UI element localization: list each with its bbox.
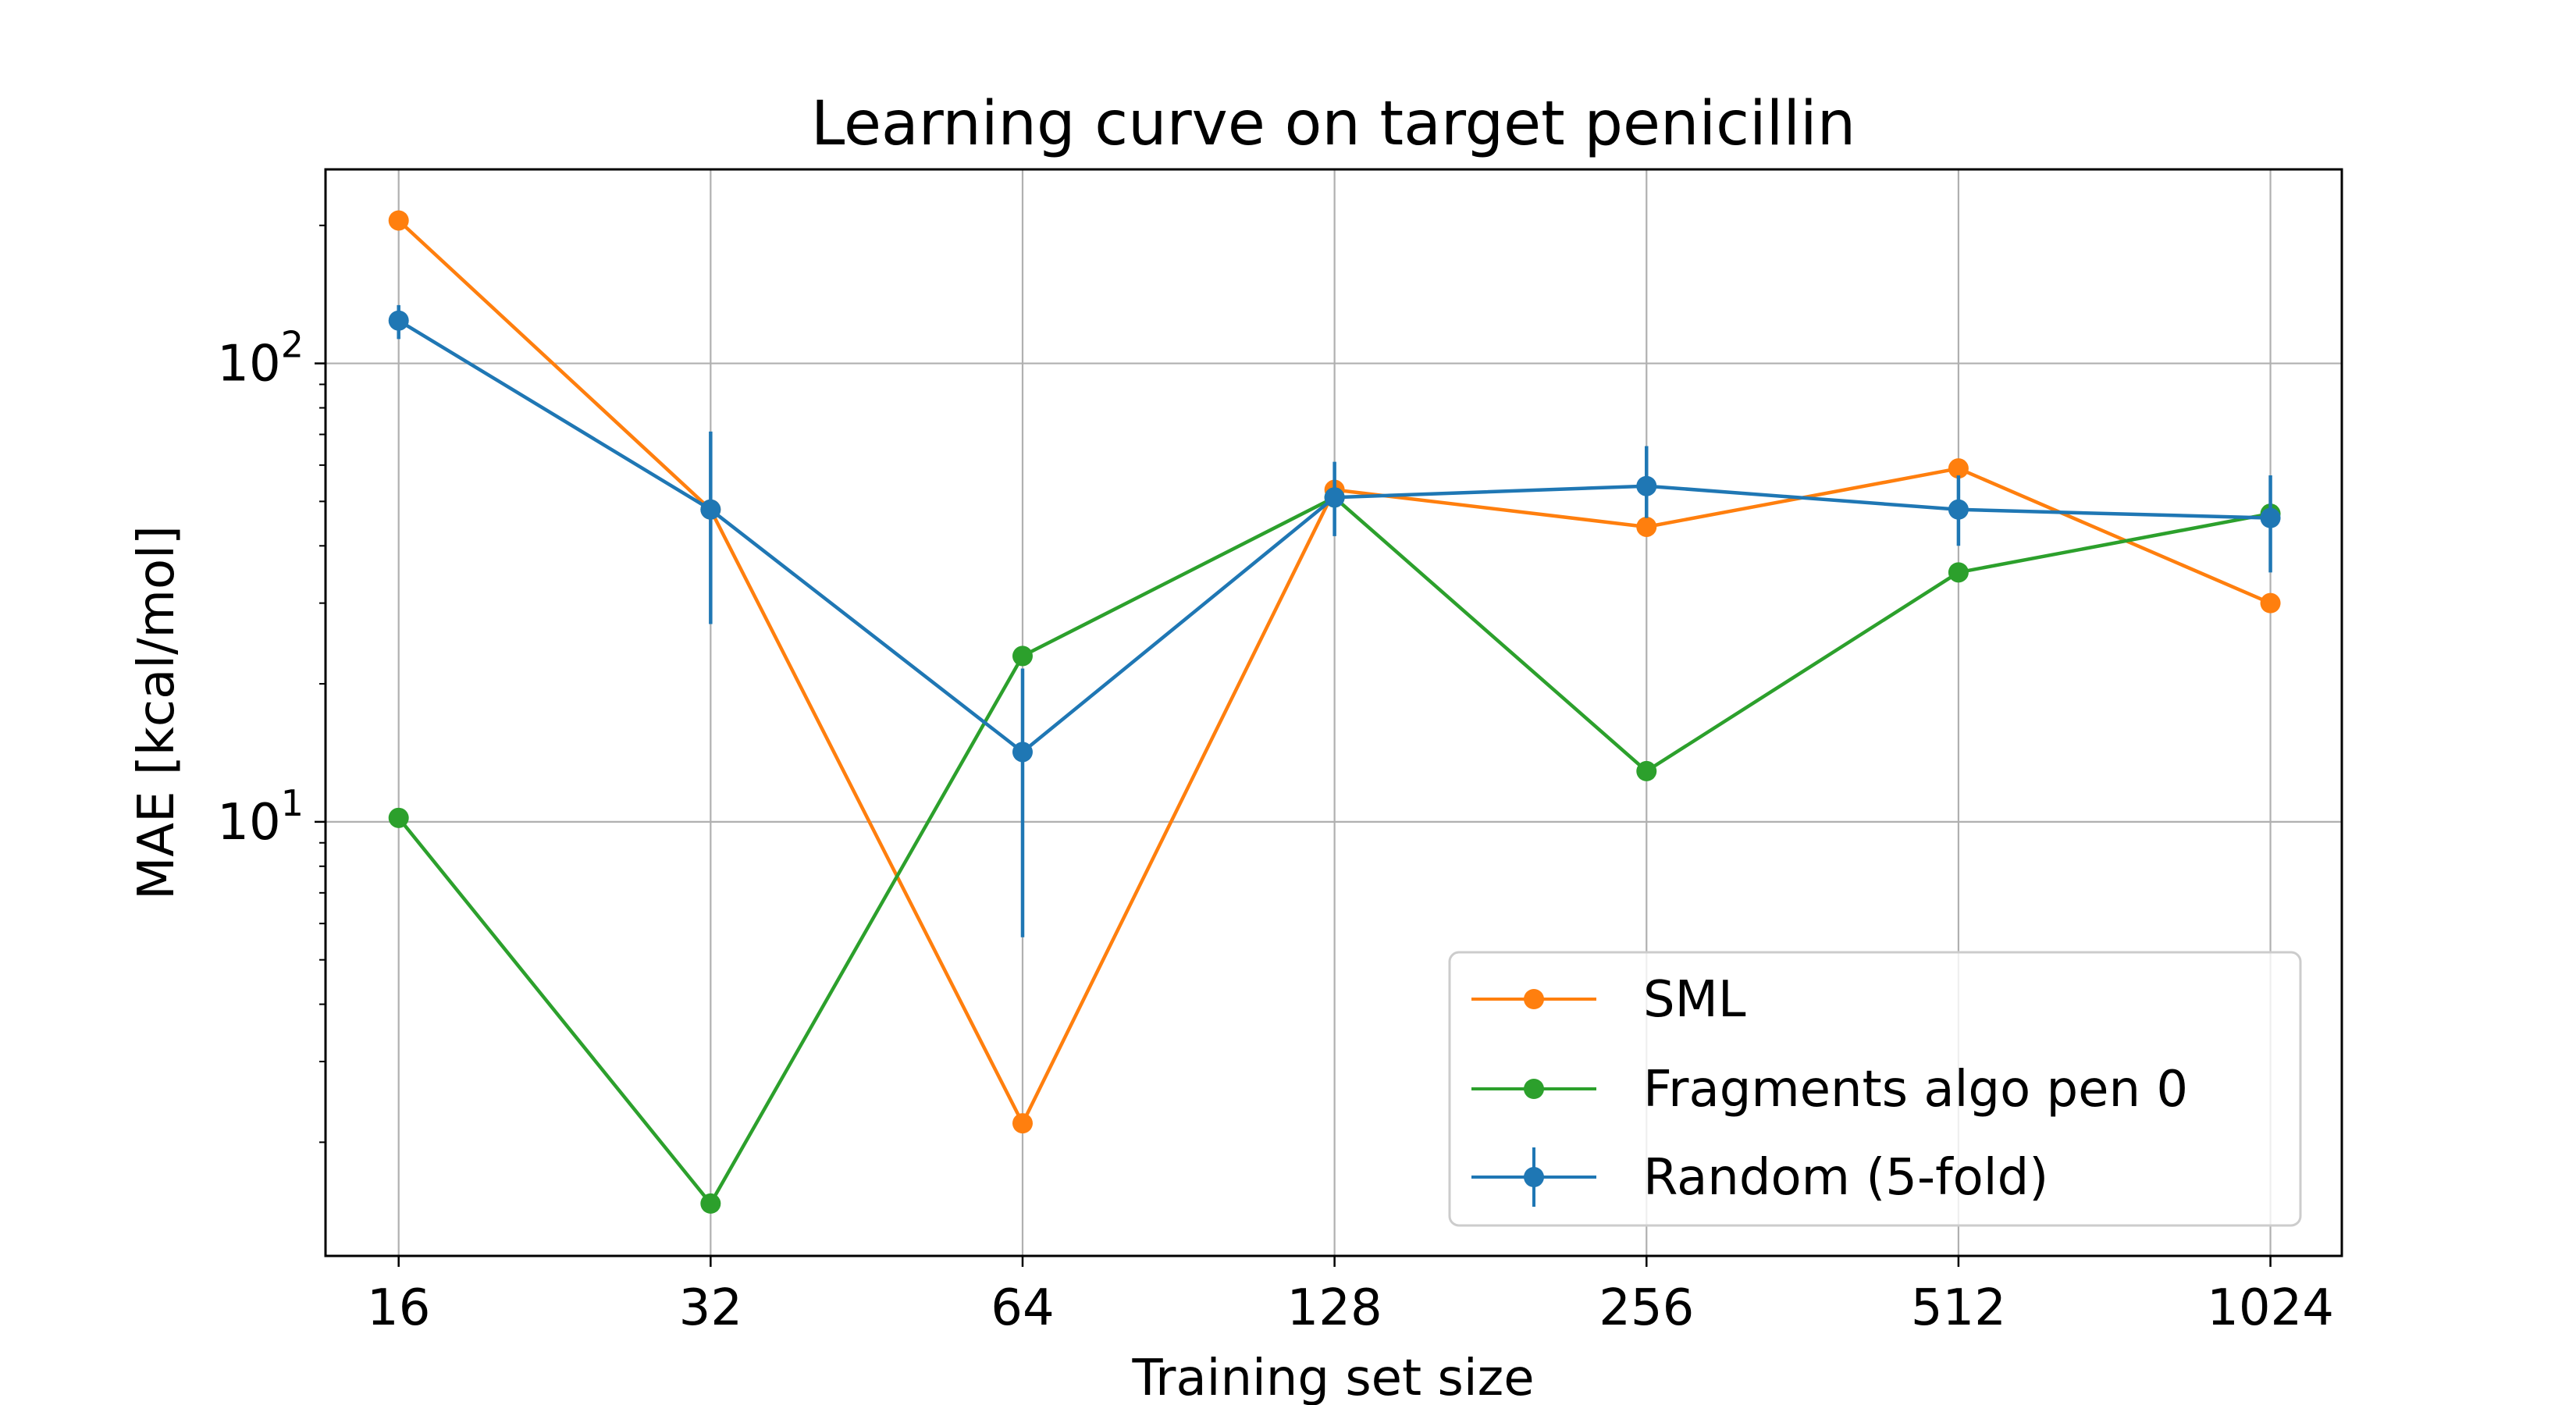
x-tick-label: 512: [1911, 1279, 2006, 1337]
data-point-random-5-fold: [1948, 499, 1969, 520]
data-point-random-5-fold: [700, 499, 721, 520]
legend-label-fragments: Fragments algo pen 0: [1643, 1061, 2188, 1119]
data-point-sml: [388, 210, 409, 231]
x-tick-label: 16: [367, 1279, 430, 1337]
data-point-random-5-fold: [388, 310, 409, 331]
legend-marker-fragments: [1524, 1079, 1544, 1099]
x-tick-label: 32: [679, 1279, 742, 1337]
legend: SML Fragments algo pen 0 Random (5-fold): [1448, 951, 2302, 1227]
data-point-random-5-fold: [2260, 507, 2281, 528]
x-tick-label: 128: [1287, 1279, 1382, 1337]
y-tick-label: 102: [217, 324, 304, 393]
data-point-random-5-fold: [1324, 487, 1345, 508]
legend-marker-sml: [1524, 989, 1544, 1009]
legend-label-sml: SML: [1643, 971, 1746, 1029]
legend-item-random: Random (5-fold): [1471, 1147, 2048, 1207]
data-point-sml: [1948, 458, 1969, 479]
legend-box: [1448, 951, 2302, 1227]
data-point-sml: [1636, 516, 1657, 537]
legend-item-fragments: Fragments algo pen 0: [1471, 1061, 2188, 1119]
data-point-fragments-algo-pen-0: [1948, 562, 1969, 583]
data-point-random-5-fold: [1636, 475, 1657, 496]
data-point-sml: [1012, 1113, 1033, 1134]
chart-title: Learning curve on target penicillin: [811, 89, 1856, 159]
data-point-fragments-algo-pen-0: [1636, 760, 1657, 781]
x-tick-label: 256: [1599, 1279, 1694, 1337]
data-point-fragments-algo-pen-0: [700, 1193, 721, 1214]
legend-label-random: Random (5-fold): [1643, 1149, 2048, 1207]
x-axis-label: Training set size: [1131, 1350, 1534, 1405]
data-point-fragments-algo-pen-0: [1012, 646, 1033, 667]
plot-series: [388, 210, 2281, 1214]
legend-marker-random: [1524, 1167, 1544, 1187]
x-tick-label: 64: [991, 1279, 1054, 1337]
data-point-random-5-fold: [1012, 742, 1033, 763]
x-tick-label: 1024: [2207, 1279, 2334, 1337]
y-axis-label: MAE [kcal/mol]: [128, 525, 186, 900]
legend-item-sml: SML: [1471, 971, 1746, 1029]
data-point-sml: [2260, 592, 2281, 614]
data-point-fragments-algo-pen-0: [388, 807, 409, 828]
